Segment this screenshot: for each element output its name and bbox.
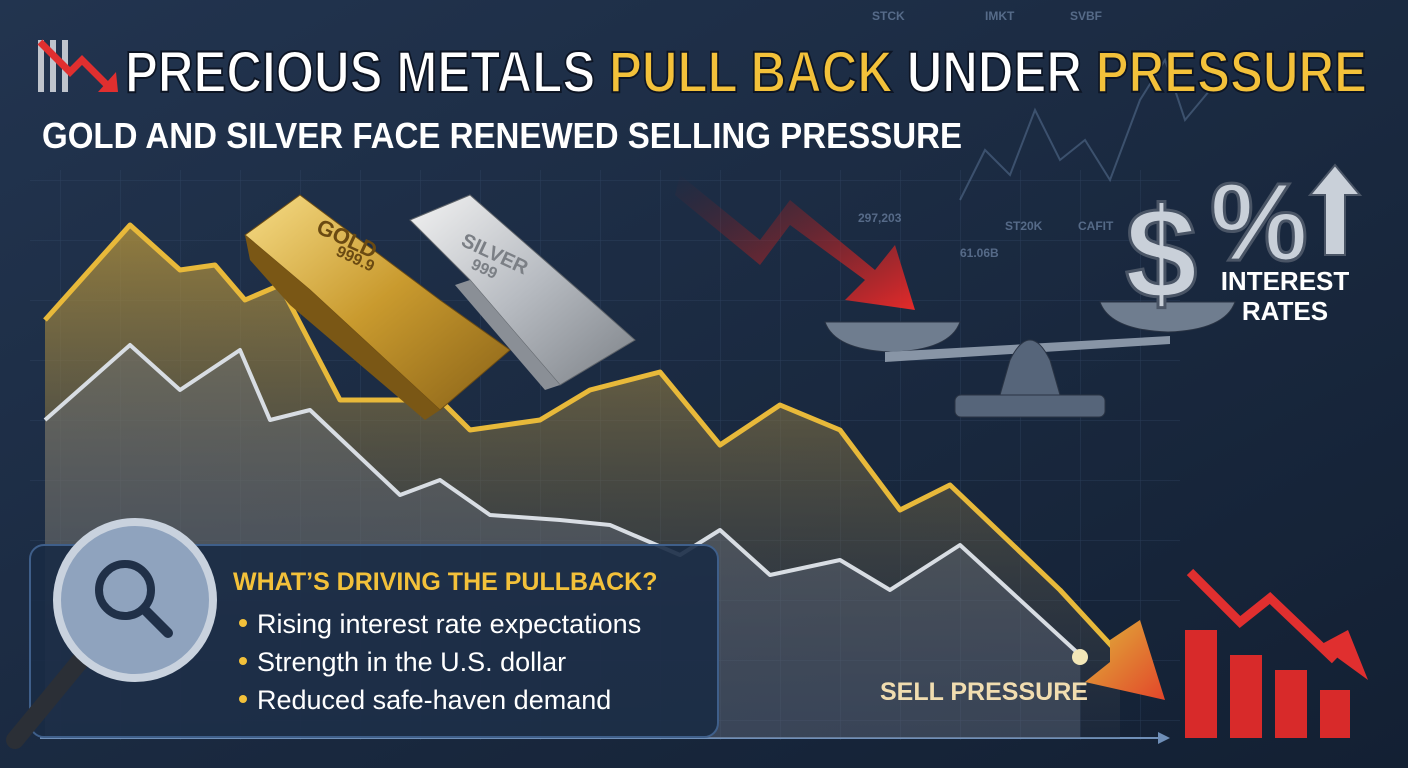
icon-bar: [1320, 690, 1350, 738]
ticker-text: STCK: [872, 9, 905, 23]
icon-arrow: [37, 39, 111, 89]
ticker-text: IMKT: [985, 9, 1015, 23]
sell-pressure-label: SELL PRESSURE: [880, 678, 1088, 706]
title-part: PULL BACK: [609, 40, 893, 105]
icon-bar: [1275, 670, 1307, 738]
scale-stand: [999, 339, 1061, 396]
drivers-list: Rising interest rate expectations Streng…: [239, 609, 641, 715]
drivers-heading: WHAT’S DRIVING THE PULLBACK?: [233, 568, 658, 596]
rates-label: INTEREST: [1221, 266, 1350, 296]
line-end-dot: [1072, 649, 1088, 665]
ticker-text: ST20K: [1005, 219, 1043, 233]
title-icon: [37, 39, 118, 92]
magnifier-icon: [95, 560, 155, 620]
scale: [824, 301, 1236, 418]
icon-stripe: [38, 40, 44, 92]
magnifier: [6, 518, 217, 749]
driver-item: Strength in the U.S. dollar: [257, 647, 566, 677]
ticker-text: 61.06B: [960, 246, 999, 260]
rates-label: RATES: [1242, 296, 1328, 326]
ticker-text: 297,203: [858, 211, 902, 225]
axis-arrow: [1158, 732, 1170, 744]
icon-arrow: [1186, 568, 1339, 664]
up-arrow: [1307, 163, 1363, 256]
ticker-text: SVBF: [1070, 9, 1102, 23]
driver-item: Rising interest rate expectations: [257, 609, 641, 639]
bullet: [239, 619, 247, 627]
dollar-symbol: $: [1125, 180, 1197, 326]
silver-line: [43, 343, 1082, 657]
ticker-text: CAFIT: [1078, 219, 1114, 233]
title-part: UNDER: [907, 40, 1082, 105]
icon-arrow-head: [98, 72, 118, 92]
background-line: [959, 57, 1211, 201]
icon-arrow-head: [1320, 630, 1368, 680]
title-part: PRECIOUS METALS: [125, 40, 595, 105]
bullet: [239, 657, 247, 665]
silver-bar-group: SILVER 999: [409, 194, 636, 390]
gold-bar-side: [245, 235, 440, 420]
silver-bar-side: [455, 280, 560, 390]
subtitle: GOLD AND SILVER FACE RENEWED SELLING PRE…: [42, 115, 962, 156]
driver-item: Reduced safe-haven demand: [257, 685, 611, 715]
percent-symbol: %: [1210, 161, 1308, 284]
red-arrow: [675, 175, 915, 310]
icon-bar: [1185, 630, 1217, 738]
icon-stripe: [50, 40, 56, 92]
magnifier-lens: [53, 518, 217, 682]
ticker: STCK IMKT SVBF 297,203 61.06B ST20K CAFI…: [858, 9, 1114, 260]
icon-bar: [1230, 655, 1262, 738]
gold-bar-group: GOLD 999.9: [244, 194, 511, 420]
magnifier-handle: [6, 646, 94, 749]
falling-bars: [1185, 568, 1368, 738]
scale-pan-right: [1099, 301, 1236, 333]
bullet: [239, 695, 247, 703]
gold-line: [43, 222, 1122, 657]
magnifier-icon: [139, 604, 173, 638]
title-part: PRESSURE: [1096, 40, 1367, 105]
sell-arrow: [1085, 620, 1165, 700]
scale-base: [954, 394, 1106, 418]
title: PRECIOUS METALS PULL BACK UNDER PRESSURE: [125, 40, 1367, 105]
